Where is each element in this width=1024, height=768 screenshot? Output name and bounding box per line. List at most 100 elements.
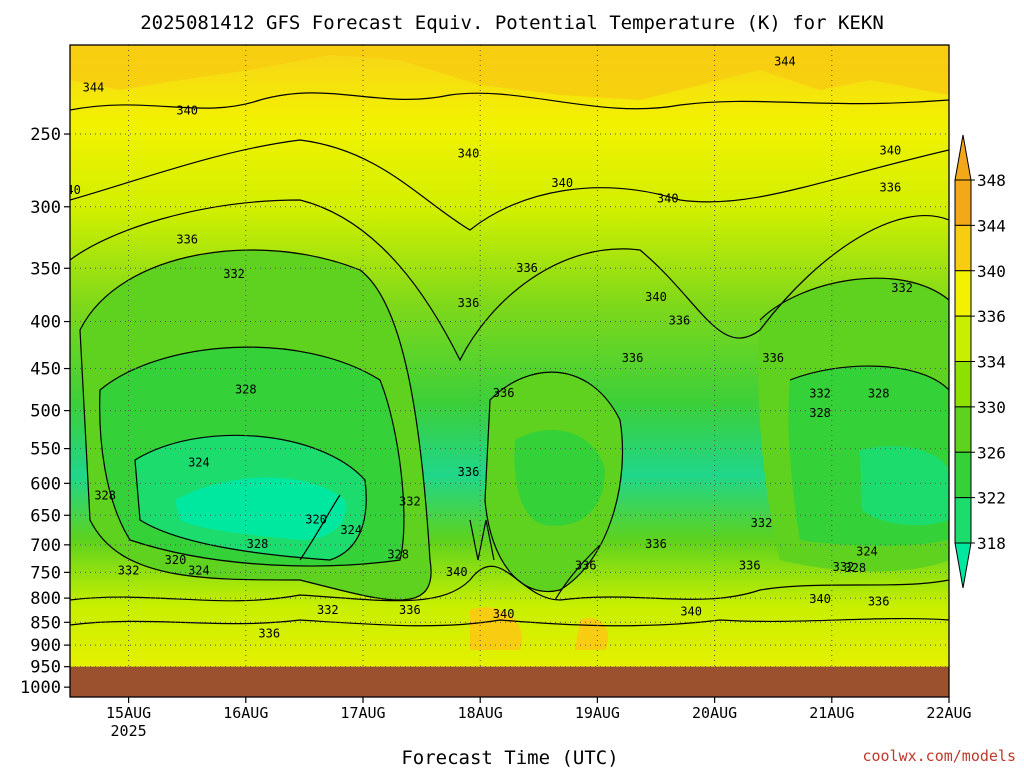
contour-label: 332: [118, 564, 140, 578]
contour-label: 328: [387, 547, 409, 561]
green-region-mid-inner: [514, 430, 605, 526]
plot-frame: [69, 44, 950, 698]
colorbar-swatch: [954, 451, 972, 499]
contour-label: 328: [844, 561, 866, 575]
y-tick-label: 850: [30, 613, 61, 633]
contour-label: 336: [493, 386, 515, 400]
x-tick-label: 21AUG: [809, 704, 854, 722]
y-tick-label: 1000: [20, 678, 61, 698]
shaded-regions: [70, 45, 949, 650]
contour-label: 324: [188, 455, 210, 469]
x-tick-label: 18AUG: [458, 704, 503, 722]
contour-line: [554, 544, 601, 601]
y-tick-label: 400: [30, 313, 61, 333]
contour-line: [469, 519, 495, 561]
contour-line: [70, 139, 949, 231]
contour-label: 340: [657, 191, 679, 205]
y-tick-label: 300: [30, 198, 61, 218]
contour-label: 336: [622, 351, 644, 365]
contour-label: 320: [305, 512, 327, 526]
colorbar-label: 330: [977, 398, 1006, 417]
x-tick-label: 16AUG: [223, 704, 268, 722]
contour-label: 328: [235, 382, 257, 396]
contour-label: 324: [188, 564, 210, 578]
contour-line: [70, 199, 949, 362]
orange-patch-low-mid: [470, 607, 522, 650]
y-tick-label: 450: [30, 360, 61, 380]
contour-label: 336: [868, 595, 890, 609]
grid-lines: [70, 45, 949, 697]
y-tick-label: 500: [30, 402, 61, 422]
contour-line: [79, 249, 432, 601]
y-tick-label: 550: [30, 440, 61, 460]
contour-label: 332: [223, 267, 245, 281]
colorbar: 348 344 340 336 334 330 326 322 318: [954, 134, 1006, 589]
upper-orange-band: [70, 45, 949, 100]
x-tick-year: 2025: [111, 722, 147, 740]
contour-label: 320: [165, 553, 187, 567]
y-tick-label: 700: [30, 536, 61, 556]
colorbar-swatch: [954, 361, 972, 408]
colorbar-swatch: [954, 406, 972, 453]
y-tick-label: 950: [30, 658, 61, 678]
y-tick-label: 800: [30, 589, 61, 609]
colorbar-min-arrow: [954, 542, 972, 589]
y-tick-label: 750: [30, 563, 61, 583]
ground-below-surface: [70, 666, 949, 697]
contour-label: 340: [59, 183, 81, 197]
cyan-core-right: [860, 446, 949, 526]
contour-line: [70, 92, 949, 111]
contour-line: [789, 365, 949, 391]
contour-label: 336: [258, 627, 280, 641]
contour-label: 328: [247, 537, 269, 551]
colorbar-label: 334: [977, 353, 1006, 372]
colorbar-label: 322: [977, 489, 1006, 508]
contour-label: 340: [551, 176, 573, 190]
contour-label: 336: [762, 351, 784, 365]
contour-line: [134, 434, 367, 561]
x-tick-label: 15AUG: [106, 704, 151, 722]
contour-label: 340: [680, 604, 702, 618]
contour-line: [484, 371, 624, 593]
contour-line: [759, 277, 949, 321]
contour-label: 340: [645, 290, 667, 304]
contour-label: 340: [493, 607, 515, 621]
y-tick-label: 900: [30, 636, 61, 656]
colorbar-swatch: [954, 497, 972, 544]
contour-label: 336: [458, 465, 480, 479]
contour-label: 340: [880, 144, 902, 158]
colorbar-swatch: [954, 224, 972, 272]
contour-label: 340: [809, 592, 831, 606]
contour-label: 328: [868, 387, 890, 401]
contour-label: 336: [739, 558, 761, 572]
contour-label: 324: [856, 544, 878, 558]
contour-lines: [70, 92, 949, 627]
contour-label: 340: [458, 147, 480, 161]
contour-label: 336: [645, 537, 667, 551]
contour-label: 332: [317, 603, 339, 617]
contour-label: 336: [669, 314, 691, 328]
cyan-core-left-inner: [175, 477, 346, 540]
contour-label: 340: [176, 103, 198, 117]
x-tick-label: 20AUG: [692, 704, 737, 722]
contour-label: 336: [458, 296, 480, 310]
contour-label: 336: [575, 558, 597, 572]
contour-label: 336: [516, 261, 538, 275]
contour-label: 332: [833, 560, 855, 574]
x-tick-label: 22AUG: [926, 704, 971, 722]
contour-label: 332: [751, 516, 773, 530]
contour-line: [299, 494, 341, 561]
colorbar-label: 326: [977, 443, 1006, 462]
contour-label: 340: [446, 565, 468, 579]
contour-label: 332: [809, 387, 831, 401]
contour-label: 332: [399, 494, 421, 508]
y-tick-label: 650: [30, 506, 61, 526]
contour-label: 344: [774, 55, 796, 69]
credit-link[interactable]: coolwx.com/models: [862, 747, 1016, 765]
colorbar-swatch: [954, 270, 972, 317]
y-tick-label: 600: [30, 474, 61, 494]
